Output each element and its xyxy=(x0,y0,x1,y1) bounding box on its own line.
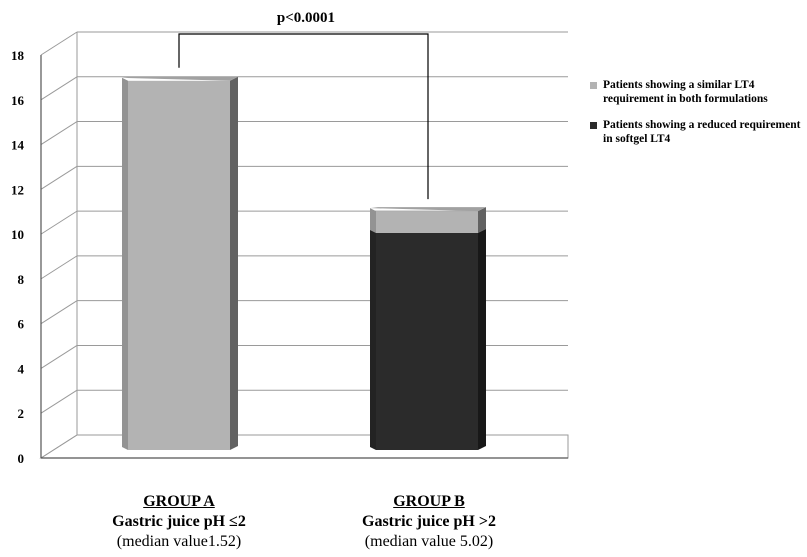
bracket-line xyxy=(178,33,429,200)
gridline-side-10 xyxy=(40,210,78,235)
gridline-side-8 xyxy=(40,255,78,280)
bar-group-b-seg-1-side xyxy=(478,207,486,233)
group-b-ph: Gastric juice pH >2 xyxy=(362,513,496,530)
axes: 0 2 4 6 8 10 12 14 16 18 xyxy=(11,32,569,466)
legend-swatch-similar xyxy=(590,82,597,89)
y-tick-18: 18 xyxy=(11,48,25,63)
legend: Patients showing a similar LT4 requireme… xyxy=(590,78,805,158)
legend-swatch-reduced xyxy=(590,122,597,129)
bar-group-a-seg-1-side-left xyxy=(122,77,128,450)
group-a-ph: Gastric juice pH ≤2 xyxy=(112,513,246,530)
group-a-name: GROUP A xyxy=(143,493,215,510)
y-tick-10: 10 xyxy=(11,227,24,242)
y-tick-6: 6 xyxy=(18,317,25,332)
gridline-side-16 xyxy=(40,76,78,101)
y-tick-14: 14 xyxy=(11,138,25,153)
bar-group-b-seg-0-side-left xyxy=(370,229,376,450)
bar-group-a-seg-1-side xyxy=(230,76,238,450)
gridline-side-4 xyxy=(40,345,78,369)
bar-group-a-seg-1-front xyxy=(128,80,230,450)
bar-group-b-seg-1-front xyxy=(376,211,478,233)
p-value-annotation: p<0.0001 xyxy=(277,10,335,26)
y-tick-4: 4 xyxy=(18,361,25,376)
bar-group-b-seg-1-side-left xyxy=(370,208,376,233)
legend-label-reduced: Patients showing a reduced requirement i… xyxy=(603,119,801,145)
legend-label-similar: Patients showing a similar LT4 requireme… xyxy=(603,79,768,105)
bars xyxy=(122,76,486,450)
gridline-side-18 xyxy=(40,31,78,56)
group-b-label: GROUP B Gastric juice pH >2 (median valu… xyxy=(309,492,549,552)
y-tick-0: 0 xyxy=(18,451,25,466)
significance-bracket xyxy=(178,33,429,200)
bar-group-b-seg-1-top xyxy=(370,207,486,212)
floor-plane xyxy=(39,434,569,459)
gridline-side-6 xyxy=(40,300,78,325)
bar-group-b-seg-0-side xyxy=(478,228,486,450)
y-tick-2: 2 xyxy=(18,406,25,421)
group-a-label: GROUP A Gastric juice pH ≤2 (median valu… xyxy=(59,492,299,552)
group-a-median: (median value1.52) xyxy=(116,533,242,550)
bar-group-b-seg-0-front xyxy=(376,232,478,450)
group-b-name: GROUP B xyxy=(393,493,465,510)
y-tick-8: 8 xyxy=(18,272,25,287)
legend-item-reduced: Patients showing a reduced requirement i… xyxy=(590,118,805,146)
y-tick-12: 12 xyxy=(11,182,24,197)
gridlines xyxy=(40,31,568,459)
gridline-side-14 xyxy=(40,121,78,145)
legend-item-similar: Patients showing a similar LT4 requireme… xyxy=(590,78,805,106)
y-tick-16: 16 xyxy=(11,93,25,108)
bar-group-a-seg-1-top xyxy=(122,76,238,81)
group-b-median: (median value 5.02) xyxy=(364,533,494,550)
gridline-side-12 xyxy=(40,165,78,190)
gridline-side-2 xyxy=(40,389,78,414)
